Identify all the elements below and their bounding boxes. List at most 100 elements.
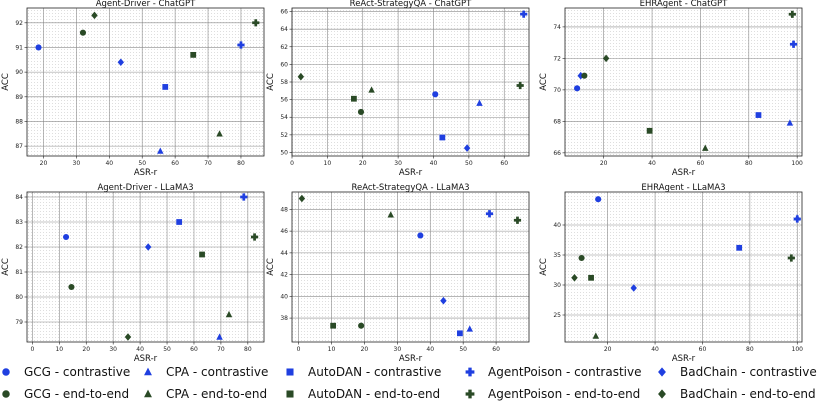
- y-tick-label: 54: [280, 114, 288, 121]
- y-tick-label: 40: [553, 222, 561, 229]
- autodan-end-to-end-point: [330, 322, 337, 329]
- agentpoison-contrastive-point: [789, 40, 798, 48]
- x-tick-label: 80: [746, 346, 754, 353]
- cpa-end-to-end-point: [216, 130, 223, 137]
- y-tick-label: 62: [280, 44, 288, 51]
- y-tick-label: 48: [280, 206, 288, 213]
- agentpoison-end-to-end-point: [787, 254, 795, 262]
- y-tick-label: 74: [553, 24, 561, 31]
- agentpoison-end-to-end-point: [252, 19, 260, 27]
- badchain-end-to-end-point: [124, 333, 132, 341]
- x-tick-label: 20: [361, 346, 369, 353]
- subplot-title: EHRAgent - LLaMA3: [641, 183, 725, 193]
- legend-label: GCG - end-to-end: [24, 387, 129, 401]
- cpa-end-to-end-point: [387, 211, 394, 218]
- agentpoison-end-to-end-point: [513, 216, 522, 224]
- gcg-end-to-end-point: [578, 254, 585, 262]
- autodan-end-to-end-point: [199, 251, 205, 258]
- legend-entry-1: GCG - contrastive: [2, 365, 130, 379]
- agentpoison-contrastive-point: [485, 210, 494, 218]
- y-tick-label: 88: [15, 118, 23, 125]
- y-tick-label: 82: [15, 244, 23, 251]
- plot-area: [565, 8, 802, 156]
- y-tick-label: 44: [280, 250, 288, 257]
- gcg-end-to-end-point: [68, 283, 75, 291]
- y-tick-label: 50: [280, 149, 288, 156]
- y-tick-label: 60: [280, 61, 288, 68]
- plot-area: [27, 8, 264, 156]
- diamond-icon: [658, 389, 666, 399]
- y-tick-label: 92: [15, 20, 23, 27]
- x-tick-label: 50: [459, 346, 467, 353]
- subplot-5: 0 10 20 30 40 50 60 38 40 42 44 46 48 ReAct-StrategyQ…: [266, 183, 530, 364]
- plot-frame: [291, 7, 530, 157]
- badchain-contrastive-point: [144, 243, 152, 251]
- legend-entry-5: BadChain - contrastive: [658, 365, 817, 379]
- agentpoison-contrastive-point: [240, 193, 248, 201]
- y-tick-label: 81: [15, 269, 23, 276]
- x-tick-label: 100: [791, 160, 803, 167]
- y-tick-label: 64: [280, 26, 288, 33]
- x-tick-label: 80: [244, 346, 252, 353]
- agentpoison-contrastive-point: [237, 41, 245, 49]
- y-tick-label: 46: [280, 228, 288, 235]
- x-tick-label: 40: [426, 346, 434, 353]
- agentpoison-contrastive-point: [520, 10, 528, 18]
- agentpoison-end-to-end-point: [516, 81, 524, 90]
- gcg-contrastive-point: [417, 232, 424, 239]
- autodan-contrastive-point: [176, 219, 183, 225]
- autodan-contrastive-point: [439, 134, 446, 141]
- y-tick-label: 72: [553, 55, 561, 62]
- autodan-contrastive-point: [755, 112, 762, 118]
- legend-label: CPA - contrastive: [166, 365, 268, 379]
- plot-frame: [291, 191, 530, 343]
- plot-frame: [564, 7, 803, 157]
- y-tick-label: 25: [553, 312, 561, 319]
- x-tick-label: 40: [430, 160, 438, 167]
- x-tick-label: 0: [297, 346, 301, 353]
- x-tick-label: 60: [492, 346, 500, 353]
- y-tick-label: 42: [280, 272, 288, 279]
- triangle-icon: [144, 389, 152, 398]
- legend-entry-7: CPA - end-to-end: [144, 387, 267, 401]
- x-tick-label: 30: [394, 160, 402, 167]
- x-tick-label: 10: [55, 346, 63, 353]
- y-tick-label: 66: [280, 9, 288, 16]
- y-tick-label: 68: [553, 118, 561, 125]
- x-tick-label: 60: [699, 346, 707, 353]
- legend-label: AgentPoison - end-to-end: [488, 387, 640, 401]
- gcg-contrastive-point: [574, 85, 581, 92]
- plot-frame: [26, 7, 265, 157]
- x-tick-label: 70: [204, 160, 212, 167]
- subplot-title: EHRAgent - ChatGPT: [640, 0, 729, 9]
- x-tick-label: 40: [648, 160, 656, 167]
- circle-icon: [2, 368, 10, 376]
- x-axis-label: ASR-r: [134, 354, 158, 364]
- badchain-end-to-end-point: [297, 72, 305, 81]
- x-tick-label: 40: [136, 346, 144, 353]
- x-axis-label: ASR-r: [672, 354, 696, 364]
- cpa-end-to-end-point: [225, 310, 233, 318]
- badchain-contrastive-point: [463, 144, 471, 152]
- y-tick-label: 66: [553, 150, 561, 157]
- gcg-end-to-end-point: [79, 29, 87, 36]
- y-tick-label: 84: [15, 194, 23, 201]
- autodan-end-to-end-point: [588, 274, 594, 281]
- y-axis-label: ACC: [266, 73, 276, 91]
- legend-entry-2: CPA - contrastive: [144, 365, 268, 379]
- x-tick-label: 80: [745, 160, 753, 167]
- autodan-end-to-end-point: [351, 95, 357, 102]
- y-tick-label: 56: [280, 97, 288, 104]
- legend-entry-4: AgentPoison - contrastive: [465, 365, 641, 379]
- square-icon: [286, 390, 294, 398]
- x-tick-label: 30: [109, 346, 117, 353]
- x-tick-label: 60: [697, 160, 705, 167]
- agentpoison-end-to-end-point: [250, 233, 259, 241]
- legend-label: AgentPoison - contrastive: [488, 365, 641, 379]
- gcg-end-to-end-point: [358, 322, 365, 329]
- cpa-end-to-end-point: [592, 332, 600, 339]
- gcg-contrastive-point: [432, 91, 439, 98]
- x-tick-label: 0: [30, 346, 34, 353]
- plot-area: [565, 192, 802, 342]
